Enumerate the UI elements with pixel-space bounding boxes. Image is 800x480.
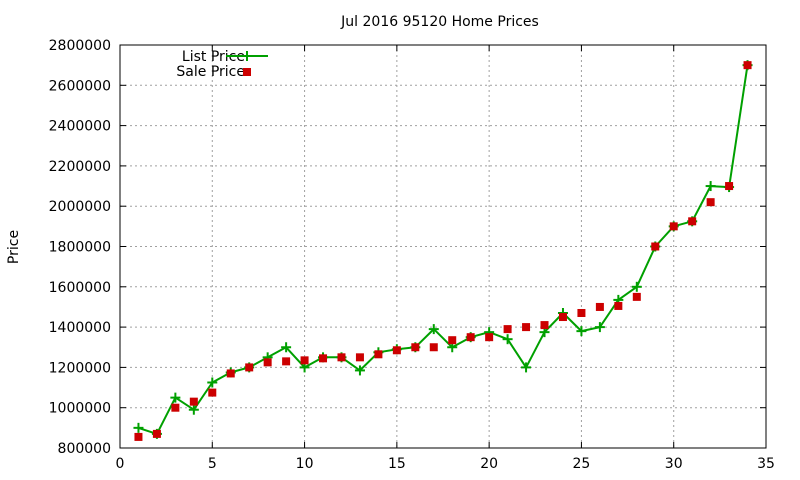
sale-price-point — [577, 308, 586, 317]
x-tick-label: 20 — [480, 456, 498, 472]
y-axis-label: Price — [6, 230, 22, 264]
legend: List Price Sale Price — [176, 49, 268, 80]
sale-price-point — [688, 217, 697, 226]
x-tick-label: 5 — [208, 456, 217, 472]
list-price-point — [521, 362, 532, 373]
grid-layer — [120, 45, 766, 448]
list-price-line — [138, 65, 749, 435]
chart-title: Jul 2016 95120 Home Prices — [340, 14, 539, 30]
list-price-point — [354, 365, 365, 376]
list-price-point — [133, 422, 144, 433]
y-tick-label: 800000 — [58, 441, 111, 457]
sale-price-point — [632, 292, 641, 301]
sale-price-point — [706, 198, 715, 207]
list-price-point — [281, 342, 292, 353]
list-price-point — [594, 322, 605, 333]
y-tick-label: 2600000 — [49, 78, 111, 94]
list-price-point — [631, 281, 642, 292]
sale-price-point — [743, 61, 752, 70]
series-layer — [133, 60, 753, 441]
list-price-point — [188, 404, 199, 415]
legend-marker-sale-price — [243, 68, 251, 76]
y-tick-label: 1200000 — [49, 360, 111, 376]
x-tick-label: 0 — [116, 456, 125, 472]
tick-layer: 0 5 10 15 20 25 30 35 800000 1000000 1200000 140000… — [49, 38, 775, 472]
sale-price-point — [374, 350, 383, 359]
y-tick-label: 1400000 — [49, 320, 111, 336]
sale-price-point — [337, 353, 346, 362]
sale-price-point — [485, 333, 494, 342]
y-tick-label: 1800000 — [49, 240, 111, 256]
y-tick-label: 1600000 — [49, 280, 111, 296]
sale-price-point — [503, 325, 512, 334]
list-price-point — [502, 334, 513, 345]
y-tick-label: 2400000 — [49, 119, 111, 135]
sale-price-point — [208, 388, 217, 397]
y-tick-label: 1000000 — [49, 401, 111, 417]
sale-price-point — [226, 369, 235, 378]
sale-price-point — [134, 432, 143, 441]
list-price-point — [207, 377, 218, 388]
legend-marker-list-price — [242, 51, 252, 61]
sale-price-point — [448, 336, 457, 345]
sale-price-point — [614, 301, 623, 310]
sale-price-point — [263, 358, 272, 367]
sale-price-point — [466, 333, 475, 342]
sale-price-point — [669, 222, 678, 231]
sale-price-point — [189, 397, 198, 406]
sale-price-point — [300, 356, 309, 365]
sale-price-point — [319, 354, 328, 363]
sale-price-point — [411, 343, 420, 352]
list-price-point — [170, 392, 181, 403]
x-tick-label: 30 — [665, 456, 683, 472]
y-tick-label: 2800000 — [49, 38, 111, 54]
x-tick-label: 15 — [388, 456, 406, 472]
sale-price-point — [595, 302, 604, 311]
sale-price-point — [152, 429, 161, 438]
sale-price-point — [171, 403, 180, 412]
x-tick-label: 25 — [573, 456, 591, 472]
y-tick-label: 2200000 — [49, 159, 111, 175]
sale-price-point — [245, 363, 254, 372]
sale-price-point — [429, 343, 438, 352]
sale-price-point — [651, 242, 660, 251]
sale-price-point — [540, 321, 549, 330]
list-price-point — [705, 181, 716, 192]
legend-label-list-price: List Price — [182, 49, 245, 65]
list-price-point — [428, 324, 439, 335]
sale-price-point — [725, 182, 734, 191]
sale-price-point — [282, 357, 291, 366]
sale-price-point — [558, 313, 567, 322]
list-price-point — [576, 326, 587, 337]
y-tick-label: 2000000 — [49, 199, 111, 215]
sale-price-point — [392, 346, 401, 355]
sale-price-point — [522, 323, 531, 332]
sale-price-point — [355, 353, 364, 362]
x-tick-label: 35 — [757, 456, 775, 472]
legend-label-sale-price: Sale Price — [176, 64, 245, 80]
x-tick-label: 10 — [296, 456, 314, 472]
